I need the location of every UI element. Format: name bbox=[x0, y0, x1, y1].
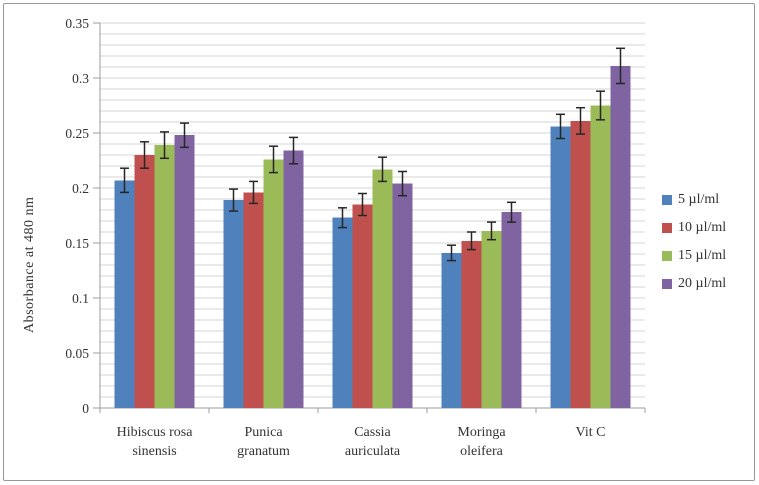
x-category-label: Vit C bbox=[576, 425, 606, 440]
bar-10-µl-ml-cat3 bbox=[461, 240, 482, 408]
bar-5-µl-ml-cat4 bbox=[550, 126, 571, 409]
bar-5-µl-ml-cat3 bbox=[441, 252, 462, 408]
x-category-label: Cassia auriculata bbox=[345, 425, 401, 459]
legend-swatch bbox=[662, 223, 672, 233]
x-category-label: Moringa oleifera bbox=[457, 425, 506, 459]
x-category-label: Punica granatum bbox=[237, 425, 290, 459]
legend-label: 10 µl/ml bbox=[678, 220, 727, 235]
legend-label: 5 µl/ml bbox=[678, 192, 720, 207]
x-category-label-line: sinensis bbox=[132, 444, 176, 459]
bar-10-µl-ml-cat2 bbox=[352, 204, 373, 408]
x-category-label-line: Vit C bbox=[576, 425, 606, 440]
legend-swatch bbox=[662, 279, 672, 289]
x-category-label: Hibiscus rosa sinensis bbox=[117, 425, 194, 459]
bar-10-µl-ml-cat4 bbox=[570, 120, 591, 409]
bar-20-µl-ml-cat4 bbox=[610, 65, 631, 409]
y-axis-title: Absorbance at 480 nm bbox=[22, 196, 37, 334]
bar-5-µl-ml-cat2 bbox=[332, 217, 353, 408]
legend-item: 15 µl/ml bbox=[662, 242, 726, 270]
bar-5-µl-ml-cat1 bbox=[223, 200, 244, 408]
bar-20-µl-ml-cat0 bbox=[174, 135, 195, 408]
y-tick-label: 0.15 bbox=[65, 236, 89, 251]
x-category-label-line: granatum bbox=[237, 444, 290, 459]
bar-10-µl-ml-cat1 bbox=[243, 192, 264, 408]
legend-swatch bbox=[662, 195, 672, 205]
bar-10-µl-ml-cat0 bbox=[134, 155, 155, 408]
bar-15-µl-ml-cat2 bbox=[372, 169, 393, 408]
y-tick-label: 0.1 bbox=[72, 291, 89, 306]
x-category-label-line: auriculata bbox=[345, 444, 401, 459]
x-category-label-line: Cassia bbox=[354, 425, 391, 440]
legend-item: 10 µl/ml bbox=[662, 214, 726, 242]
x-category-label-line: Hibiscus rosa bbox=[117, 425, 194, 440]
y-tick-label: 0.25 bbox=[65, 126, 89, 141]
legend: 5 µl/ml 10 µl/ml 15 µl/ml 20 µl/ml bbox=[662, 186, 726, 298]
bar-15-µl-ml-cat3 bbox=[481, 230, 502, 408]
bar-20-µl-ml-cat1 bbox=[283, 150, 304, 408]
y-tick-label: 0.05 bbox=[65, 346, 89, 361]
x-category-label-line: Punica bbox=[244, 425, 283, 440]
bar-15-µl-ml-cat0 bbox=[154, 145, 175, 408]
x-category-label-line: Moringa bbox=[457, 425, 506, 440]
bar-20-µl-ml-cat3 bbox=[501, 212, 522, 408]
legend-swatch bbox=[662, 251, 672, 261]
y-tick-label: 0.2 bbox=[72, 181, 89, 196]
bar-20-µl-ml-cat2 bbox=[392, 183, 413, 408]
y-tick-label: 0 bbox=[82, 401, 89, 416]
x-category-label-line: oleifera bbox=[460, 444, 504, 459]
legend-label: 15 µl/ml bbox=[678, 248, 727, 263]
bar-15-µl-ml-cat1 bbox=[263, 159, 284, 408]
legend-item: 20 µl/ml bbox=[662, 270, 726, 298]
legend-label: 20 µl/ml bbox=[678, 276, 727, 291]
y-tick-label: 0.35 bbox=[65, 16, 89, 31]
y-tick-label: 0.3 bbox=[72, 71, 89, 86]
legend-item: 5 µl/ml bbox=[662, 186, 726, 214]
bar-15-µl-ml-cat4 bbox=[590, 105, 611, 408]
bar-5-µl-ml-cat0 bbox=[114, 180, 135, 408]
